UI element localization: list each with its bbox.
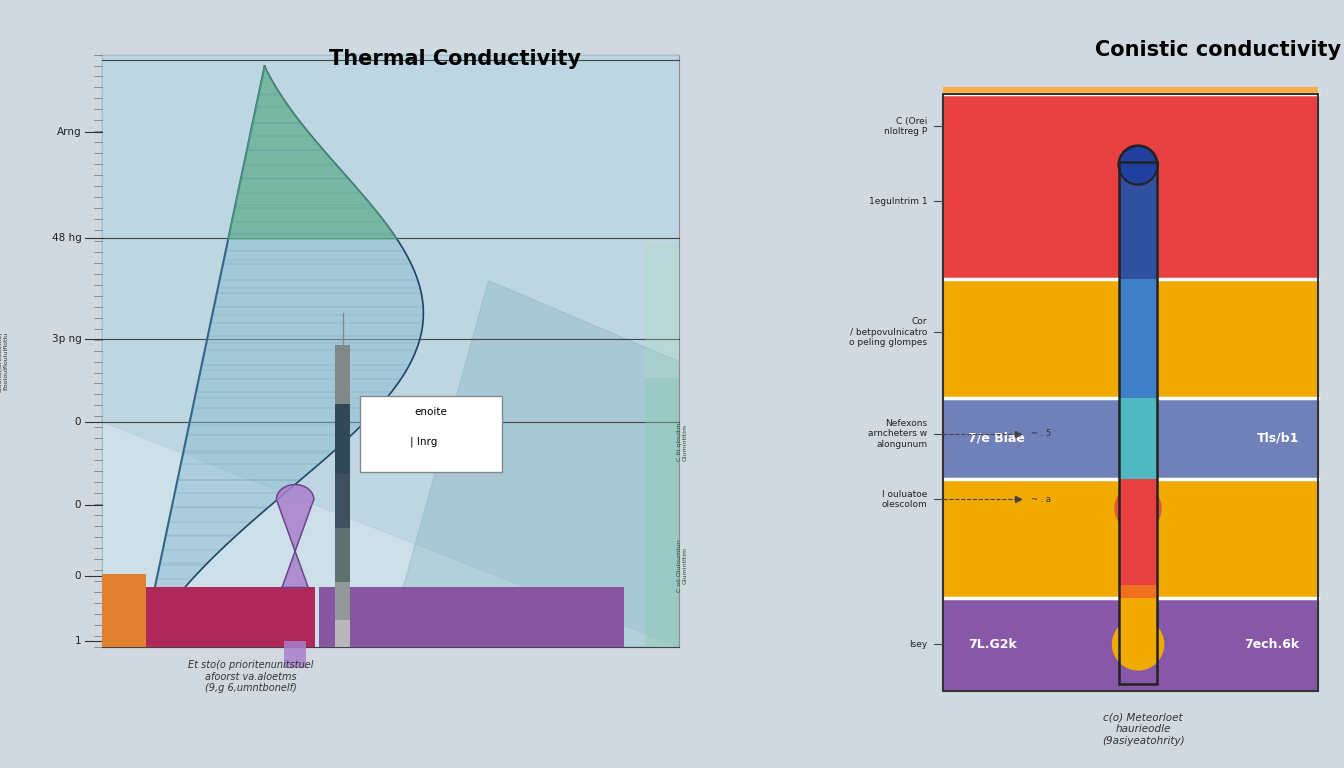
Bar: [943, 157, 1318, 164]
Bar: [943, 138, 1318, 144]
Bar: [943, 107, 1318, 113]
Bar: [943, 170, 1318, 177]
Circle shape: [1118, 146, 1157, 184]
Bar: [943, 126, 1318, 132]
Bar: [943, 260, 1318, 266]
Bar: [943, 88, 1318, 94]
Text: 7/e Blae: 7/e Blae: [968, 432, 1025, 445]
Bar: [335, 620, 349, 647]
Bar: [943, 221, 1318, 227]
Bar: [943, 266, 1318, 272]
Text: 7ech.6k: 7ech.6k: [1245, 637, 1300, 650]
Polygon shape: [142, 66, 423, 647]
Text: enoite: enoite: [414, 408, 448, 418]
Bar: [943, 215, 1318, 221]
Polygon shape: [228, 66, 396, 239]
Bar: [1118, 478, 1157, 598]
Text: Arng: Arng: [56, 127, 81, 137]
Bar: [1118, 162, 1157, 684]
Bar: [943, 234, 1318, 240]
Bar: [943, 177, 1318, 183]
Bar: [943, 240, 1318, 247]
Text: 0: 0: [75, 416, 81, 427]
Text: l ouluatoe
olescolom: l ouluatoe olescolom: [882, 490, 927, 509]
Bar: [102, 55, 679, 647]
Bar: [319, 588, 624, 647]
Bar: [943, 94, 1318, 279]
Text: | lnrg: | lnrg: [410, 437, 438, 447]
Circle shape: [1111, 617, 1164, 670]
Bar: [1118, 598, 1157, 663]
Bar: [335, 528, 349, 582]
Text: Nefexons
arncheters w
alongunum: Nefexons arncheters w alongunum: [868, 419, 927, 449]
Bar: [645, 243, 679, 378]
Polygon shape: [102, 55, 679, 647]
Bar: [943, 145, 1318, 151]
Text: 0: 0: [75, 499, 81, 509]
Text: 1: 1: [75, 636, 81, 646]
Bar: [943, 398, 1318, 478]
Polygon shape: [277, 485, 313, 588]
Text: 48 hg: 48 hg: [51, 233, 81, 243]
Bar: [335, 475, 349, 528]
Bar: [943, 190, 1318, 196]
Text: Tls/b1: Tls/b1: [1257, 432, 1300, 445]
Circle shape: [1125, 631, 1152, 657]
Bar: [1118, 279, 1157, 398]
Bar: [1118, 398, 1157, 478]
FancyBboxPatch shape: [360, 396, 503, 472]
Bar: [943, 100, 1318, 106]
Bar: [943, 113, 1318, 119]
Text: Thermal Conductivity: Thermal Conductivity: [328, 49, 581, 69]
Text: C oli Oluloumtun
Glumintltim: C oli Oluloumtun Glumintltim: [676, 539, 687, 592]
Bar: [102, 55, 679, 647]
Text: lsey: lsey: [909, 640, 927, 649]
Bar: [145, 588, 316, 647]
Bar: [943, 183, 1318, 189]
Bar: [335, 345, 349, 405]
Text: Reootoudlofulto flol(to)florttlulouulflot
luoulto(lorouuotflo)
Eooloulfloululflo: Reootoudlofulto flol(to)florttlulouulflo…: [0, 302, 8, 421]
Bar: [943, 151, 1318, 157]
Bar: [335, 405, 349, 475]
Bar: [943, 202, 1318, 208]
Circle shape: [1114, 485, 1161, 532]
Text: ~ . 5: ~ . 5: [1031, 429, 1051, 439]
Bar: [1118, 478, 1157, 584]
Bar: [645, 378, 679, 647]
Text: 1egulntrim 1: 1egulntrim 1: [868, 197, 927, 206]
Bar: [943, 94, 1318, 690]
Bar: [943, 119, 1318, 125]
Text: C lti qloultm
Glumintltim: C lti qloultm Glumintltim: [676, 423, 687, 462]
Polygon shape: [387, 280, 679, 647]
Bar: [943, 247, 1318, 253]
Text: Conistic conductivity: Conistic conductivity: [1095, 40, 1341, 60]
Bar: [1118, 165, 1157, 279]
Bar: [284, 641, 306, 674]
Bar: [943, 132, 1318, 138]
Text: 3p ng: 3p ng: [51, 334, 81, 344]
Bar: [943, 228, 1318, 234]
Bar: [943, 273, 1318, 279]
Text: Cor
/ betpovulnicatro
o peling glompes: Cor / betpovulnicatro o peling glompes: [849, 317, 927, 347]
Bar: [943, 279, 1318, 398]
Text: C (Orei
nloltreg P: C (Orei nloltreg P: [884, 117, 927, 136]
Circle shape: [1118, 624, 1157, 664]
Bar: [943, 209, 1318, 215]
Text: 0: 0: [75, 571, 81, 581]
Bar: [943, 196, 1318, 202]
Bar: [943, 94, 1318, 100]
Bar: [943, 164, 1318, 170]
Bar: [102, 574, 145, 647]
Bar: [943, 253, 1318, 260]
Text: Et sto(o prioritenunitstuel
afoorst va.aloetms
(9,g 6,umntbonelf): Et sto(o prioritenunitstuel afoorst va.a…: [188, 660, 313, 694]
Text: 7L.G2k: 7L.G2k: [968, 637, 1017, 650]
Bar: [943, 478, 1318, 598]
Text: ~ . a: ~ . a: [1031, 495, 1051, 504]
Bar: [943, 598, 1318, 690]
Bar: [335, 582, 349, 620]
Text: c(o) Meteorloet
haurieodle
(9asiyeatohrity): c(o) Meteorloet haurieodle (9asiyeatohri…: [1102, 713, 1184, 746]
